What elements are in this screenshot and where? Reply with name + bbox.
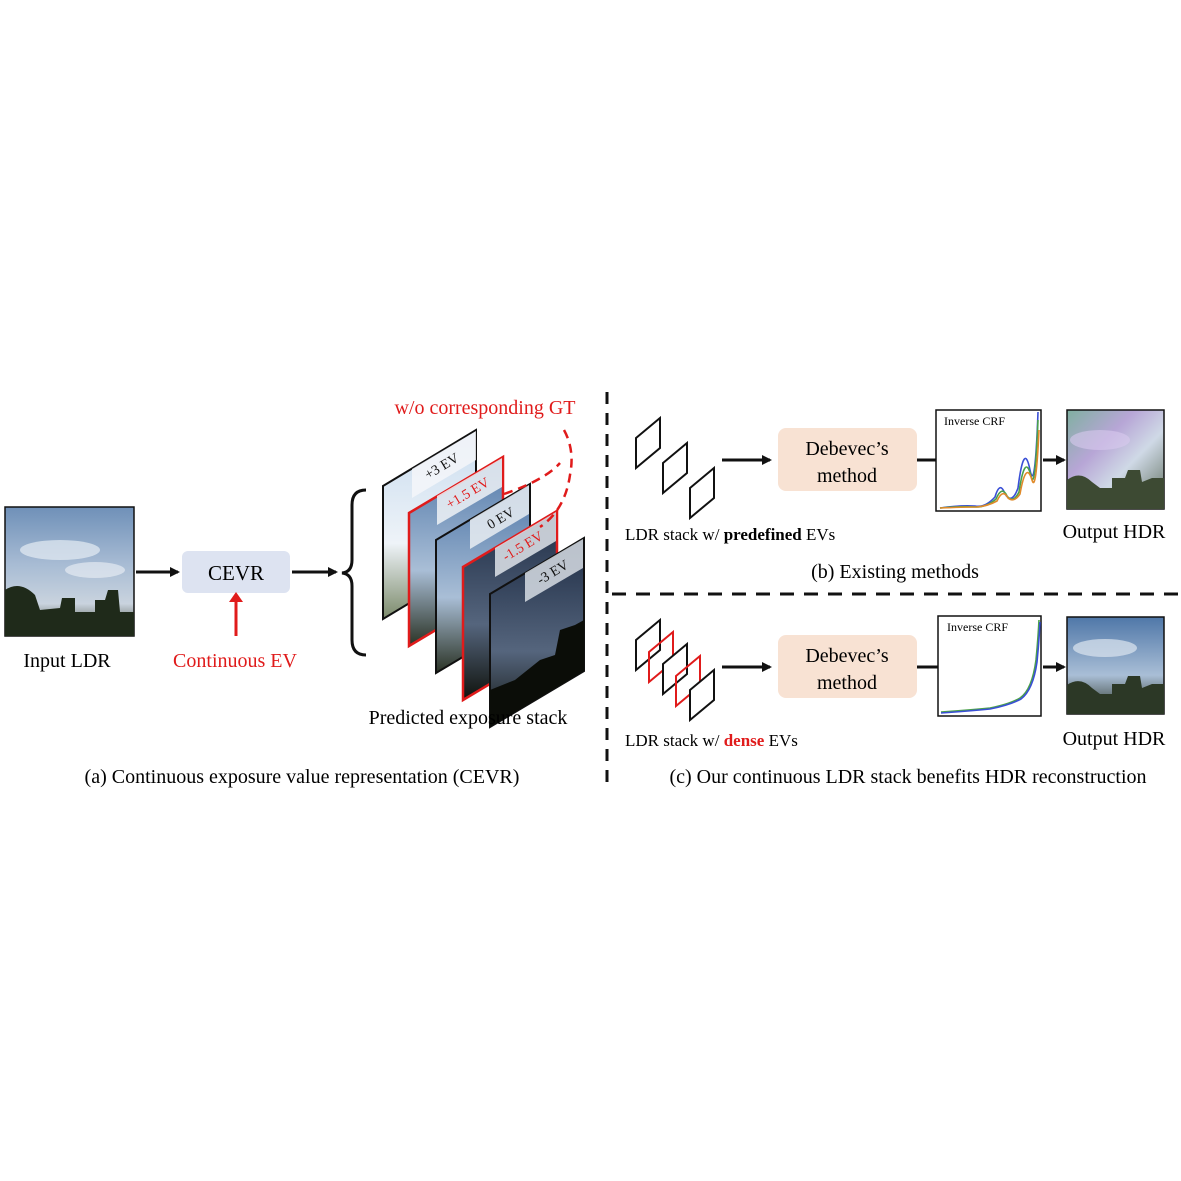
gt-label: w/o corresponding GT [394, 397, 575, 419]
debevec-label-b-line2: method [817, 465, 877, 487]
inverse-crf-plot-c: Inverse CRF [937, 615, 1042, 717]
stack-caption-c: LDR stack w/ dense EVs [625, 731, 798, 750]
panel-a: Input LDR CEVR Continuous EV +3 EV [4, 397, 585, 788]
debevec-label-b-line1: Debevec’s [805, 438, 889, 460]
continuous-ev-arrowhead [229, 592, 243, 602]
stack-frame-minus3: -3 EV [489, 536, 585, 729]
caption-a: (a) Continuous exposure value representa… [85, 766, 520, 788]
crf-curve-orange-b [939, 429, 1040, 509]
panel-c: LDR stack w/ dense EVs Debevec’s method … [625, 615, 1166, 788]
caption-b: (b) Existing methods [811, 561, 979, 583]
continuous-ev-label: Continuous EV [173, 650, 297, 672]
stack-bracket [341, 488, 367, 657]
exposure-stack: +3 EV +1.5 EV 0 EV -1.5 EV [382, 428, 585, 729]
crf-curve-blue-c [940, 621, 1041, 714]
debevec-label-c-line1: Debevec’s [805, 645, 889, 667]
crf-label-c: Inverse CRF [947, 620, 1008, 634]
crf-curve-green-c [940, 619, 1040, 713]
stack-caption-b: LDR stack w/ predefined EVs [625, 525, 835, 544]
input-ldr-label: Input LDR [23, 650, 111, 672]
output-hdr-label-b: Output HDR [1063, 521, 1166, 543]
panel-b: LDR stack w/ predefined EVs Debevec’s me… [625, 409, 1166, 583]
predefined-stack-icons [635, 415, 715, 521]
gt-dashed-link [503, 429, 573, 529]
cevr-box [182, 551, 290, 593]
debevec-box-c [778, 635, 917, 698]
input-ldr-image [4, 506, 135, 637]
debevec-box-b [778, 428, 917, 491]
debevec-label-c-line2: method [817, 672, 877, 694]
dense-stack-icons [635, 617, 715, 723]
inverse-crf-plot-b: Inverse CRF [935, 409, 1042, 512]
stack-label: Predicted exposure stack [369, 707, 568, 729]
cevr-label: CEVR [208, 561, 264, 585]
crf-label-b: Inverse CRF [944, 414, 1005, 428]
output-hdr-label-c: Output HDR [1063, 728, 1166, 750]
caption-c: (c) Our continuous LDR stack benefits HD… [669, 766, 1146, 788]
output-hdr-image-c [1066, 616, 1165, 715]
output-hdr-image-b [1066, 409, 1165, 510]
